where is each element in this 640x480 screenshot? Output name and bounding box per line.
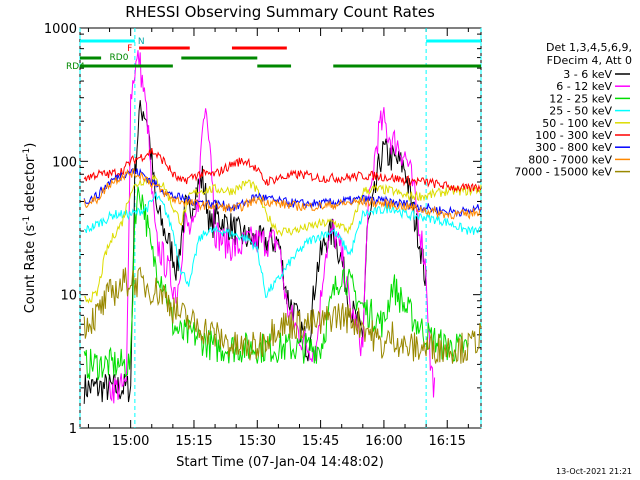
legend-label-5: 100 - 300 keV — [535, 129, 612, 142]
series-layer — [83, 50, 482, 404]
legend-label-0: 3 - 6 keV — [563, 68, 612, 81]
series-line-3 — [83, 191, 482, 299]
cyan-markers — [79, 28, 482, 428]
x-tick-label-0: 15:00 — [112, 434, 149, 449]
legend-header-line2: FDecim 4, Att 0 — [547, 54, 632, 67]
x-tick-label-2: 15:30 — [239, 434, 276, 449]
y-axis-label-sup2: -1 — [22, 148, 32, 157]
y-axis-label-main: Count Rate (s — [23, 225, 38, 314]
x-tick-label-1: 15:15 — [175, 434, 212, 449]
legend-label-4: 50 - 100 keV — [542, 117, 612, 130]
series-line-7 — [83, 168, 482, 220]
y-tick-label-3: 1000 — [44, 22, 77, 37]
legend-label-3: 25 - 50 keV — [549, 105, 612, 118]
flag-label-3: RD4 — [66, 62, 85, 72]
flag-label-0: N — [138, 37, 145, 47]
footer-timestamp: 13-Oct-2021 21:21 — [556, 467, 632, 476]
x-tick-label-3: 15:45 — [302, 434, 339, 449]
x-axis-label: Start Time (07-Jan-04 14:48:02) — [176, 455, 384, 470]
flag-label-1: F — [127, 44, 132, 54]
x-tick-labels: 15:00 15:15 15:30 15:45 16:00 16:15 — [112, 434, 466, 449]
axis-ticks — [80, 27, 481, 429]
chart-title: RHESSI Observing Summary Count Rates — [125, 3, 435, 21]
y-tick-labels: 1 10 100 1000 — [44, 22, 77, 437]
series-line-8 — [83, 266, 482, 364]
plot-frame — [79, 27, 482, 429]
x-tick-label-4: 16:00 — [365, 434, 402, 449]
y-axis-label-sup1: -1 — [22, 216, 32, 225]
legend-label-6: 300 - 800 keV — [535, 141, 612, 154]
series-line-2 — [83, 186, 469, 381]
y-tick-label-0: 1 — [69, 422, 77, 437]
series-line-5 — [83, 148, 482, 193]
flag-label-2: RD0 — [110, 53, 129, 63]
legend-header-line1: Det 1,3,4,5,6,9, — [546, 41, 632, 54]
y-axis-label-end: ) — [23, 143, 38, 148]
series-line-0 — [83, 100, 427, 404]
legend-label-1: 6 - 12 keV — [556, 80, 612, 93]
y-tick-label-1: 10 — [60, 289, 77, 304]
y-tick-label-2: 100 — [52, 155, 77, 170]
legend: Det 1,3,4,5,6,9, FDecim 4, Att 0 3 - 6 k… — [514, 41, 632, 179]
legend-label-8: 7000 - 15000 keV — [514, 166, 612, 179]
y-axis-label: Count Rate (s-1 detector-1) — [22, 143, 38, 314]
x-tick-label-5: 16:15 — [428, 434, 465, 449]
legend-label-7: 800 - 7000 keV — [528, 153, 612, 166]
legend-label-2: 12 - 25 keV — [549, 92, 612, 105]
series-line-1 — [109, 50, 436, 404]
y-axis-label-mid: detector — [23, 156, 38, 216]
